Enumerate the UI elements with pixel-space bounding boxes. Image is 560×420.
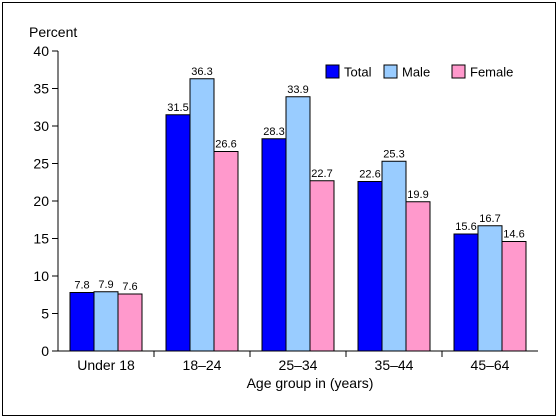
y-tick-label: 25: [33, 156, 49, 172]
data-label: 16.7: [479, 213, 500, 225]
data-label: 7.9: [98, 279, 113, 291]
bar-female: [213, 151, 239, 352]
y-tick-label: 0: [41, 343, 49, 359]
data-label: 31.5: [167, 102, 188, 114]
bar-female: [501, 241, 527, 352]
bar-total: [165, 114, 191, 352]
data-label: 28.3: [263, 126, 284, 138]
data-label: 33.9: [287, 84, 308, 96]
x-tick-label: 18–24: [183, 357, 222, 373]
bar-total: [261, 138, 287, 352]
bar-series-group: 7.8 7.9 7.6 31.5 36.3 26.6 28.3 33.9 22.7 22.625.…: [69, 66, 527, 352]
bar-female: [117, 293, 143, 352]
bar-total: [69, 292, 95, 352]
bar-male: [285, 96, 311, 352]
data-label: 22.7: [311, 168, 332, 180]
y-tick-label: 5: [41, 306, 49, 322]
legend-label: Male: [402, 65, 430, 80]
legend-label: Female: [470, 65, 513, 80]
bar-male: [381, 160, 407, 352]
legend-label: Total: [344, 65, 372, 80]
data-label: 19.9: [407, 189, 428, 201]
bar-male: [189, 78, 215, 352]
data-label: 26.6: [215, 139, 236, 151]
x-tick-label: 45–64: [471, 357, 510, 373]
y-axis: 0 5 10 15 20 25 30 35 40: [33, 43, 59, 359]
data-label: 22.6: [359, 169, 380, 181]
data-label: 36.3: [191, 66, 212, 78]
legend-swatch-female: [451, 64, 466, 79]
legend-swatch-total: [325, 64, 340, 79]
y-tick-label: 15: [33, 231, 49, 247]
data-label: 7.8: [74, 280, 89, 292]
x-axis-title: Age group in (years): [247, 375, 374, 391]
bar-male: [93, 291, 119, 352]
x-tick-label: 25–34: [279, 357, 318, 373]
data-label: 25.3: [383, 148, 404, 160]
y-axis-title: Percent: [29, 24, 77, 40]
x-axis: Under 18 18–24 25–34 35–44 45–64: [58, 350, 538, 373]
bar-male: [477, 225, 503, 352]
y-tick-label: 30: [33, 118, 49, 134]
data-label: 7.6: [122, 281, 137, 293]
y-tick-label: 40: [33, 43, 49, 59]
bar-total: [357, 181, 383, 352]
bar-female: [405, 201, 431, 352]
y-tick-label: 10: [33, 268, 49, 284]
x-tick-label: 35–44: [375, 357, 414, 373]
x-tick-label: Under 18: [77, 357, 135, 373]
data-label: 14.6: [503, 229, 524, 241]
legend: Total Male Female: [325, 64, 513, 80]
y-tick-label: 20: [33, 193, 49, 209]
bar-chart: Percent Age group in (years) 0 5 10 15 20 25 3…: [29, 24, 538, 391]
data-label: 15.6: [455, 221, 476, 233]
y-tick-label: 35: [33, 81, 49, 97]
bar-female: [309, 180, 335, 352]
chart-frame: Percent Age group in (years) 0 5 10 15 20 25 3…: [2, 2, 556, 416]
bar-total: [453, 233, 479, 352]
legend-swatch-male: [383, 64, 398, 79]
